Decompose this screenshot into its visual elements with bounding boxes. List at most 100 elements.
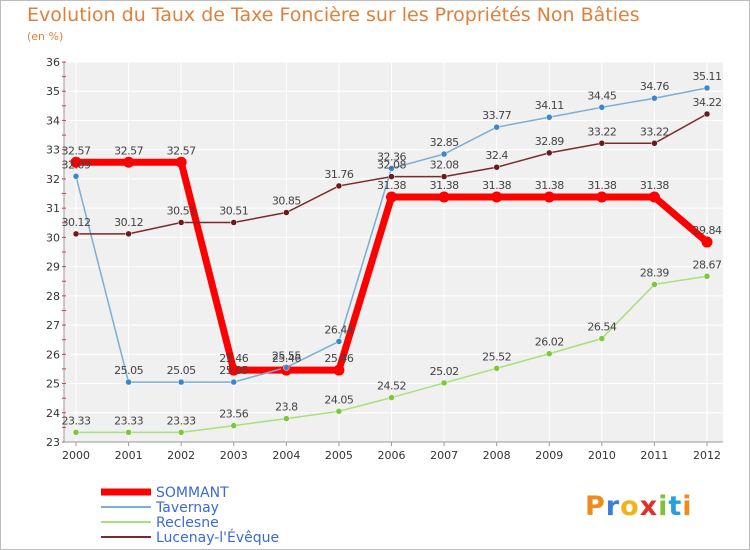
- legend-label: SOMMANT: [156, 485, 229, 501]
- data-label: 29.84: [693, 224, 722, 237]
- data-point: [230, 219, 237, 226]
- y-tick-label: 24: [46, 407, 60, 420]
- plot-area: [64, 62, 723, 442]
- data-point: [703, 84, 711, 92]
- x-tick-label: 2010: [588, 449, 616, 462]
- data-label: 32.4: [485, 149, 508, 162]
- data-point: [125, 429, 132, 436]
- logo-letter: i: [658, 491, 669, 522]
- data-point: [598, 335, 606, 342]
- data-label: 24.05: [324, 393, 353, 406]
- data-label: 32.36: [377, 150, 406, 163]
- data-label: 32.89: [535, 135, 564, 148]
- data-label: 31.76: [324, 168, 353, 181]
- data-point: [72, 173, 80, 180]
- data-point: [493, 163, 500, 171]
- x-tick-label: 2002: [167, 449, 195, 462]
- legend-label: Lucenay-l'Évêque: [156, 529, 279, 546]
- data-point: [546, 113, 553, 121]
- data-point: [598, 104, 606, 111]
- data-point: [333, 364, 345, 376]
- data-point: [70, 156, 82, 168]
- data-point: [440, 379, 448, 387]
- x-tick-label: 2011: [640, 449, 668, 462]
- data-label: 31.38: [430, 179, 459, 192]
- data-label: 25.46: [272, 352, 301, 365]
- y-tick-label: 30: [46, 231, 60, 244]
- data-point: [440, 173, 448, 180]
- data-point: [651, 140, 658, 147]
- x-tick-label: 2004: [272, 449, 300, 462]
- data-label: 23.33: [167, 414, 196, 427]
- y-tick-label: 35: [46, 85, 60, 98]
- data-point: [598, 140, 606, 147]
- data-label: 25.46: [219, 352, 248, 365]
- data-label: 30.51: [219, 204, 248, 217]
- legend-label: Reclesne: [156, 515, 219, 531]
- y-tick-label: 29: [46, 261, 60, 274]
- data-point: [651, 281, 658, 288]
- data-point: [703, 110, 711, 118]
- data-point: [546, 350, 553, 357]
- data-label: 24.52: [377, 380, 406, 393]
- data-label: 32.57: [167, 144, 196, 157]
- data-label: 32.85: [430, 136, 459, 149]
- data-label: 33.22: [640, 125, 669, 138]
- y-tick-label: 28: [46, 290, 60, 303]
- x-tick-label: 2005: [325, 449, 353, 462]
- data-label: 25.46: [324, 352, 353, 365]
- data-label: 31.38: [587, 179, 616, 192]
- data-point: [335, 408, 343, 415]
- data-label: 30.85: [272, 195, 301, 208]
- data-label: 30.51: [167, 204, 196, 217]
- data-label: 31.38: [535, 179, 564, 192]
- data-point: [388, 394, 395, 401]
- logo-letter: o: [620, 491, 640, 522]
- data-point: [72, 429, 80, 436]
- data-label: 32.08: [377, 159, 406, 172]
- data-label: 25.55: [272, 349, 301, 362]
- x-tick-label: 2012: [693, 449, 721, 462]
- data-point: [386, 191, 397, 203]
- data-label: 26.44: [324, 323, 353, 336]
- legend-label: Tavernay: [155, 500, 219, 516]
- data-point: [125, 378, 132, 386]
- data-label: 32.57: [62, 144, 91, 157]
- data-point: [175, 156, 187, 168]
- data-point: [388, 173, 395, 180]
- data-point: [651, 94, 658, 102]
- data-point: [72, 230, 80, 238]
- data-point: [228, 364, 240, 376]
- data-point: [230, 422, 237, 429]
- data-label: 33.77: [482, 109, 511, 122]
- data-point: [283, 209, 290, 216]
- data-point: [440, 150, 448, 158]
- data-label: 23.8: [275, 401, 298, 414]
- data-label: 25.05: [167, 364, 196, 377]
- y-tick-label: 36: [46, 56, 60, 69]
- data-label: 32.08: [430, 159, 459, 172]
- x-tick-label: 2006: [378, 449, 406, 462]
- y-tick-label: 33: [46, 144, 60, 157]
- data-label: 25.52: [482, 350, 511, 363]
- x-tick-label: 2003: [220, 449, 248, 462]
- data-point: [701, 236, 713, 248]
- data-label: 32.57: [114, 144, 143, 157]
- proxiti-logo: Proxiti: [585, 491, 693, 522]
- data-label: 30.12: [114, 216, 143, 229]
- data-label: 35.11: [693, 70, 722, 83]
- data-label: 28.67: [693, 258, 722, 271]
- data-label: 26.54: [587, 321, 616, 334]
- data-label: 28.39: [640, 266, 669, 279]
- data-label: 23.56: [219, 408, 248, 421]
- data-point: [648, 191, 660, 203]
- data-point: [596, 191, 608, 203]
- data-label: 34.76: [640, 80, 669, 93]
- data-label: 34.11: [535, 99, 564, 112]
- data-point: [491, 191, 503, 203]
- data-point: [546, 149, 553, 157]
- data-point: [543, 191, 555, 203]
- y-tick-label: 26: [46, 348, 60, 361]
- data-label: 25.05: [114, 364, 143, 377]
- data-label: 32.09: [62, 158, 91, 171]
